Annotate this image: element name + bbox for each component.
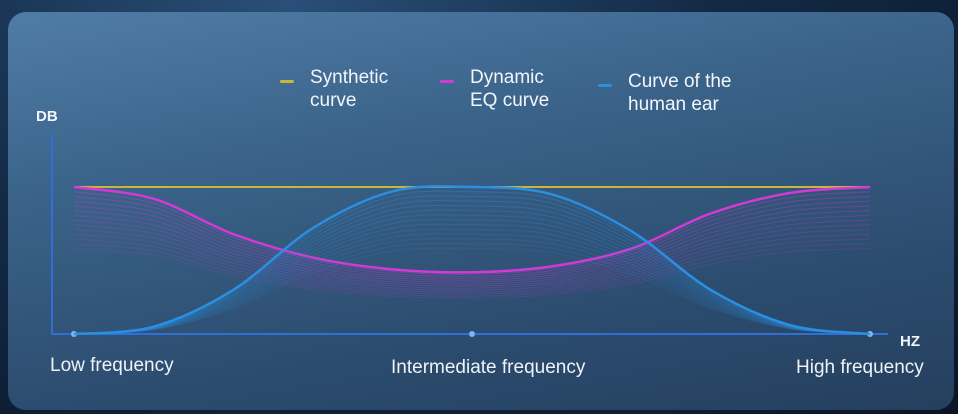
series-line-dynamic-eq-band xyxy=(73,205,871,281)
series-line-human-ear-band xyxy=(73,242,871,335)
series-line-dynamic-eq-band xyxy=(73,219,871,287)
series-line-human-ear-band xyxy=(73,209,871,335)
legend-item-synthetic: Synthetic curve xyxy=(280,66,440,112)
legend-label-human-ear-line2: human ear xyxy=(628,94,719,115)
x-tick-high: High frequency xyxy=(796,357,924,378)
series-line-human-ear-band xyxy=(73,233,871,335)
series-line-dynamic-eq-band xyxy=(73,200,871,279)
legend-label-human-ear-line1: Curve of the xyxy=(628,71,732,92)
legend-item-human-ear: Curve of the human ear xyxy=(598,70,758,116)
series-line-dynamic-eq-band xyxy=(73,247,871,299)
legend-label-synthetic: Synthetic curve xyxy=(310,66,440,112)
series-line-dynamic-eq xyxy=(73,185,871,274)
legend-swatch-synthetic xyxy=(280,80,294,83)
series-line-human-ear-band xyxy=(73,204,871,335)
legend-label-synthetic-line1: Synthetic xyxy=(310,67,389,88)
series-line-dynamic-eq-band xyxy=(73,210,871,283)
series-line-dynamic-eq-band xyxy=(73,233,871,293)
x-tick-intermediate: Intermediate frequency xyxy=(391,357,586,378)
series-line-dynamic-eq-band xyxy=(73,229,871,291)
curve-chart xyxy=(51,134,888,337)
x-tick-marker-intermediate xyxy=(469,331,475,337)
series-line-dynamic-eq-band xyxy=(73,214,871,285)
series-line-dynamic-eq-band xyxy=(73,191,871,275)
series-line-human-ear-band xyxy=(73,247,871,335)
x-axis-label: HZ xyxy=(900,333,920,350)
series-line-human-ear-band xyxy=(73,238,871,335)
series-line-dynamic-eq-band xyxy=(73,238,871,295)
series-line-human-ear-band xyxy=(73,200,871,335)
series-line-dynamic-eq-band xyxy=(73,224,871,289)
series-line-human-ear-band xyxy=(73,228,871,335)
x-tick-low: Low frequency xyxy=(50,355,174,376)
legend-swatch-dynamic-eq xyxy=(440,80,454,83)
y-axis-label: DB xyxy=(36,108,58,125)
legend-label-dynamic-eq-line1: Dynamic xyxy=(470,67,544,88)
legend-swatch-human-ear xyxy=(598,84,612,87)
series-line-human-ear-band xyxy=(73,219,871,335)
series-line-human-ear-band xyxy=(73,223,871,335)
series-line-human-ear-band xyxy=(73,195,871,335)
legend-label-dynamic-eq: Dynamic EQ curve xyxy=(470,66,600,112)
legend-label-synthetic-line2: curve xyxy=(310,90,357,111)
series-line-human-ear xyxy=(73,185,871,336)
legend-label-human-ear: Curve of the human ear xyxy=(628,70,758,116)
legend-label-dynamic-eq-line2: EQ curve xyxy=(470,90,550,111)
series-line-dynamic-eq-band xyxy=(73,195,871,277)
series-line-dynamic-eq-band xyxy=(73,243,871,297)
legend-item-dynamic-eq: Dynamic EQ curve xyxy=(440,66,600,112)
series-line-human-ear-band xyxy=(73,214,871,335)
chart-panel: DB HZ Low frequency Intermediate frequen… xyxy=(8,12,954,410)
